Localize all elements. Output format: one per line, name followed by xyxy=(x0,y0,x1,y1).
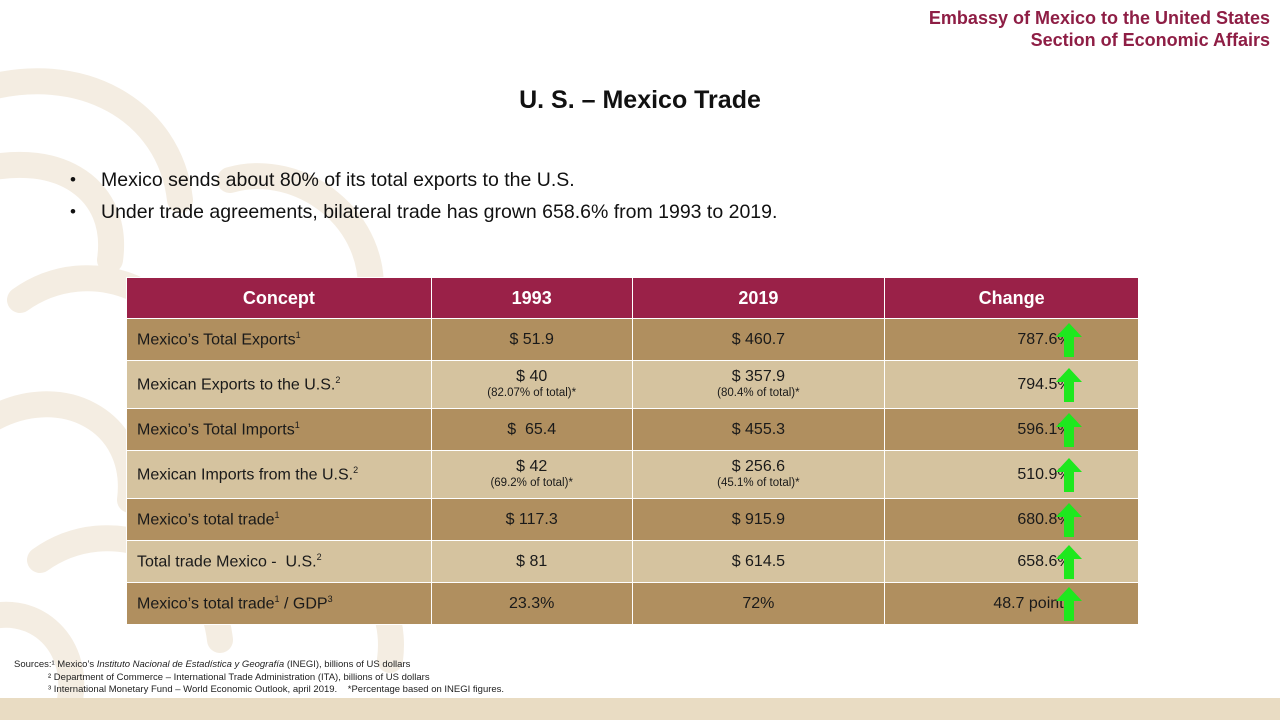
column-header-change: Change xyxy=(884,277,1139,319)
concept-cell: Mexico’s Total Exports1 xyxy=(126,318,432,361)
value-2019-cell: $ 455.3 xyxy=(631,408,886,451)
column-header-2019: 2019 xyxy=(631,277,886,319)
value-1993-cell: 23.3% xyxy=(430,582,633,625)
change-cell: 658.6% xyxy=(884,540,1139,583)
table-row: Mexico’s Total Imports1 $ 65.4 $ 455.3 5… xyxy=(126,408,1139,451)
source-line-3: ³ International Monetary Fund – World Ec… xyxy=(48,684,505,695)
column-header-concept: Concept xyxy=(126,277,432,319)
concept-cell: Mexico’s Total Imports1 xyxy=(126,408,432,451)
concept-cell: Mexican Exports to the U.S.2 xyxy=(126,360,432,409)
concept-cell: Mexico’s total trade1 xyxy=(126,498,432,541)
bullet-item: Mexico sends about 80% of its total expo… xyxy=(70,164,777,196)
up-arrow-icon xyxy=(1056,457,1082,492)
value-1993-cell: $ 42 (69.2% of total)* xyxy=(430,450,633,499)
value-2019-cell: $ 460.7 xyxy=(631,318,886,361)
up-arrow-icon xyxy=(1056,544,1082,579)
bullet-item: Under trade agreements, bilateral trade … xyxy=(70,196,777,228)
table-row: Mexico’s total trade1 / GDP3 23.3% 72% 4… xyxy=(126,582,1139,625)
table-row: Mexican Exports to the U.S.2 $ 40 (82.07%… xyxy=(126,360,1139,409)
change-cell: 596.1% xyxy=(884,408,1139,451)
embassy-header: Embassy of Mexico to the United States S… xyxy=(929,7,1270,51)
up-arrow-icon xyxy=(1056,367,1082,402)
header-line-2: Section of Economic Affairs xyxy=(1030,30,1270,50)
bullet-list: Mexico sends about 80% of its total expo… xyxy=(70,164,777,228)
change-cell: 787.6% xyxy=(884,318,1139,361)
column-header-1993: 1993 xyxy=(430,277,633,319)
footer-bar xyxy=(0,698,1280,720)
value-2019-cell: $ 915.9 xyxy=(631,498,886,541)
value-2019-cell: 72% xyxy=(631,582,886,625)
source-line-1: Sources:¹ Mexico’s Instituto Nacional de… xyxy=(14,659,411,670)
table-header-row: Concept 1993 2019 Change xyxy=(126,277,1139,319)
trade-table: Concept 1993 2019 Change Mexico’s Total … xyxy=(126,277,1139,625)
change-cell: 794.5% xyxy=(884,360,1139,409)
up-arrow-icon xyxy=(1056,412,1082,447)
change-cell: 48.7 points xyxy=(884,582,1139,625)
concept-cell: Mexico’s total trade1 / GDP3 xyxy=(126,582,432,625)
up-arrow-icon xyxy=(1056,586,1082,621)
change-cell: 510.9% xyxy=(884,450,1139,499)
value-2019-cell: $ 614.5 xyxy=(631,540,886,583)
up-arrow-icon xyxy=(1056,502,1082,537)
value-2019-cell: $ 357.9 (80.4% of total)* xyxy=(631,360,886,409)
source-line-2: ² Department of Commerce – International… xyxy=(48,671,430,683)
value-2019-cell: $ 256.6 (45.1% of total)* xyxy=(631,450,886,499)
header-line-1: Embassy of Mexico to the United States xyxy=(928,8,1270,28)
concept-cell: Total trade Mexico - U.S.2 xyxy=(126,540,432,583)
page-title: U. S. – Mexico Trade xyxy=(519,86,761,114)
value-1993-cell: $ 117.3 xyxy=(430,498,633,541)
value-1993-cell: $ 65.4 xyxy=(430,408,633,451)
value-1993-cell: $ 51.9 xyxy=(430,318,633,361)
table-row: Mexico’s total trade1 $ 117.3 $ 915.9 68… xyxy=(126,498,1139,541)
table-row: Total trade Mexico - U.S.2 $ 81 $ 614.5 … xyxy=(126,540,1139,583)
change-cell: 680.8% xyxy=(884,498,1139,541)
table-row: Mexican Imports from the U.S.2 $ 42 (69.2… xyxy=(126,450,1139,499)
sources-footnote: Sources:¹ Mexico’s Instituto Nacional de… xyxy=(14,659,504,697)
value-1993-cell: $ 40 (82.07% of total)* xyxy=(430,360,633,409)
concept-cell: Mexican Imports from the U.S.2 xyxy=(126,450,432,499)
value-1993-cell: $ 81 xyxy=(430,540,633,583)
up-arrow-icon xyxy=(1056,322,1082,357)
table-row: Mexico’s Total Exports1 $ 51.9 $ 460.7 7… xyxy=(126,318,1139,361)
